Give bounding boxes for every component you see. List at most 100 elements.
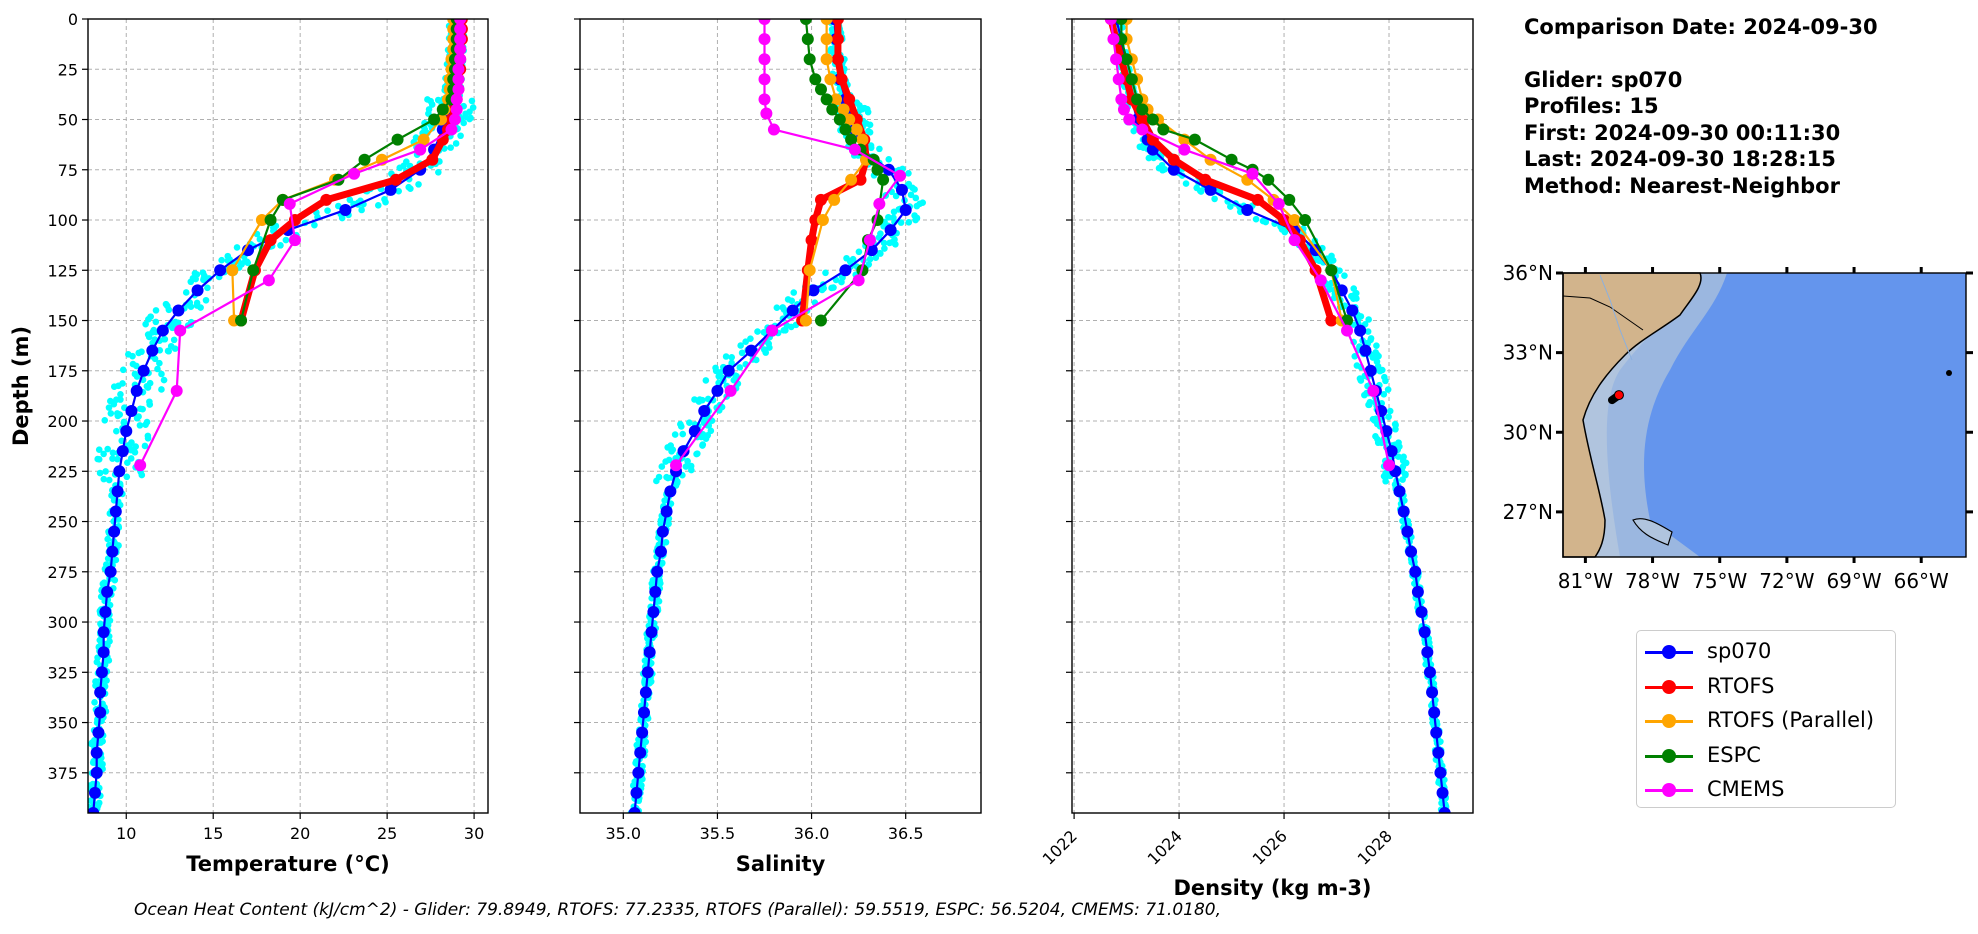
land — [1562, 272, 1702, 558]
data-point — [1434, 766, 1447, 779]
data-point — [814, 314, 827, 327]
profile-point — [658, 463, 666, 470]
profile-point — [686, 419, 693, 427]
profile-point — [170, 336, 178, 344]
data-point — [833, 113, 846, 126]
profile-point — [119, 380, 126, 387]
profile-point — [100, 450, 107, 458]
profile-point — [919, 199, 927, 206]
profile-point — [682, 463, 690, 470]
profile-point — [338, 214, 346, 222]
data-point — [816, 214, 829, 227]
data-point — [677, 445, 690, 458]
profile-point — [187, 303, 195, 310]
profile-point — [141, 442, 149, 450]
legend-marker-icon — [1662, 645, 1676, 659]
x-tick-label: 15 — [203, 824, 223, 843]
profile-point — [374, 202, 382, 209]
profile-point — [1341, 272, 1348, 280]
series-line-espc — [1120, 19, 1349, 321]
data-point — [95, 666, 108, 679]
profile-point — [699, 396, 706, 404]
profile-point — [737, 342, 744, 349]
lon-tick-label: 75°W — [1692, 569, 1747, 593]
data-point — [1299, 214, 1312, 227]
glider-position-marker — [1613, 390, 1624, 401]
data-point — [1283, 193, 1296, 206]
profile-point — [102, 561, 110, 568]
x-tick-label: 1026 — [1249, 826, 1291, 868]
data-point — [807, 284, 820, 297]
data-point — [454, 43, 467, 56]
plot-area — [1104, 19, 1451, 813]
data-point — [837, 103, 850, 116]
data-point — [758, 73, 771, 86]
data-point — [873, 197, 886, 210]
data-point — [698, 404, 711, 417]
salinity-panel: 35.0 35.5 36.0 36.5 Salinity — [574, 18, 982, 876]
legend-marker-icon — [1662, 714, 1676, 728]
profile-point — [124, 459, 131, 466]
legend-item-rtofs: RTOFS — [1637, 672, 1895, 702]
data-point — [852, 274, 865, 287]
data-point — [156, 324, 169, 337]
profile-point — [687, 462, 695, 470]
data-point — [99, 605, 112, 618]
data-point — [863, 234, 876, 247]
data-point — [111, 485, 124, 498]
data-point — [1225, 153, 1238, 166]
profile-point — [1374, 439, 1382, 447]
profile-point — [424, 96, 431, 103]
data-point — [1262, 173, 1275, 186]
data-point — [1341, 324, 1354, 337]
data-point — [664, 485, 677, 498]
data-point — [170, 384, 183, 397]
profile-point — [466, 115, 473, 123]
data-point — [320, 193, 333, 206]
profile-point — [665, 456, 673, 464]
data-point — [895, 183, 908, 196]
profile-point — [113, 427, 120, 435]
data-point — [1120, 53, 1133, 66]
data-point — [1167, 163, 1180, 176]
profile-point — [1382, 377, 1389, 385]
profile-point — [107, 410, 115, 417]
data-point — [758, 33, 771, 46]
data-point — [656, 525, 669, 538]
profile-point — [160, 376, 168, 384]
data-point — [641, 666, 654, 679]
profile-point — [657, 516, 665, 524]
data-point — [1107, 33, 1120, 46]
x-tick-label: 35.0 — [605, 824, 641, 843]
profile-point — [885, 213, 892, 221]
profile-point — [892, 192, 900, 200]
profile-point — [468, 97, 476, 105]
profile-point — [877, 230, 884, 237]
axes-frame — [87, 18, 489, 814]
profile-point — [733, 372, 740, 380]
profile-point — [224, 252, 232, 260]
map-frame — [1562, 272, 1967, 558]
profile-point — [897, 219, 905, 226]
profile-point — [1281, 228, 1289, 236]
data-point — [1272, 197, 1285, 210]
profile-point — [642, 738, 650, 746]
profile-point — [127, 455, 135, 462]
profile-point — [881, 245, 888, 252]
profile-point — [702, 377, 710, 384]
data-point — [801, 33, 814, 46]
data-point — [845, 133, 858, 146]
data-point — [247, 264, 260, 277]
profile-point — [849, 255, 857, 263]
legend-marker-icon — [1662, 748, 1676, 763]
profile-point — [1130, 127, 1138, 135]
profile-point — [655, 597, 663, 605]
data-point — [814, 193, 827, 206]
data-point — [1411, 585, 1424, 598]
data-point — [172, 304, 185, 317]
data-point — [1383, 459, 1396, 472]
data-point — [116, 445, 129, 458]
lon-tick-label: 66°W — [1894, 569, 1949, 593]
profiles-count: Profiles: 15 — [1524, 94, 1659, 118]
profile-point — [1336, 267, 1343, 274]
